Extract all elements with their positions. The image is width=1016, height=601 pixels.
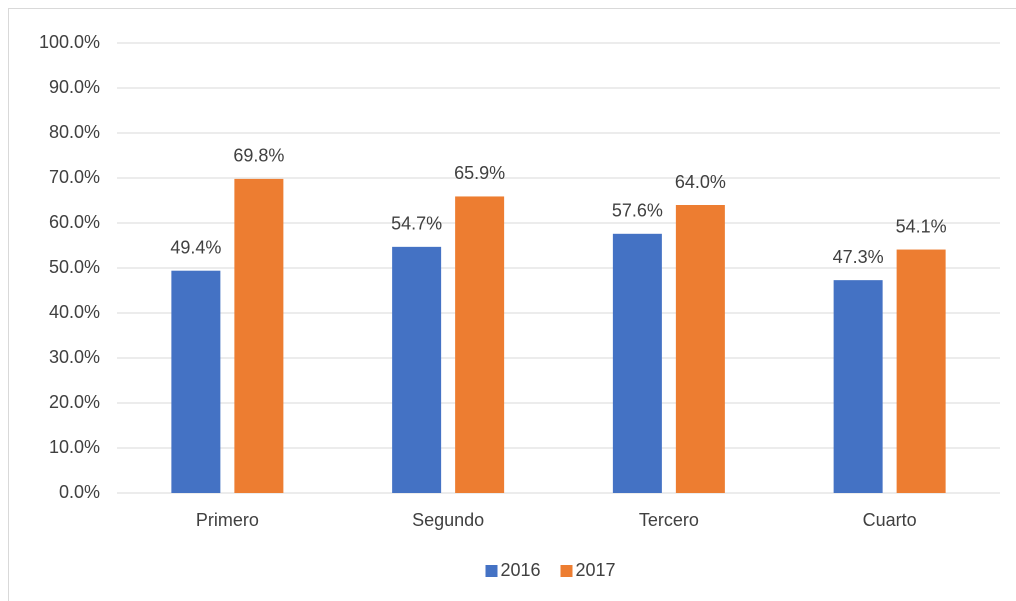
legend-swatch [485,565,498,577]
y-tick-label: 60.0% [49,212,100,232]
y-tick-label: 10.0% [49,437,100,457]
y-tick-label: 40.0% [49,302,100,322]
data-label: 54.7% [391,214,442,234]
bar [675,205,725,493]
data-label: 64.0% [675,172,726,192]
data-label: 69.8% [233,146,284,166]
legend-label: 2017 [576,560,616,580]
x-tick-label: Primero [196,510,259,530]
chart-border [8,8,1016,601]
bar [833,280,883,493]
x-tick-label: Cuarto [863,510,917,530]
data-label: 54.1% [896,216,947,236]
legend-swatch [560,565,573,577]
x-tick-label: Tercero [639,510,699,530]
data-label: 57.6% [612,201,663,221]
data-label: 49.4% [170,237,221,257]
y-tick-label: 50.0% [49,257,100,277]
y-tick-label: 0.0% [59,482,100,502]
bar [612,233,662,494]
x-tick-label: Segundo [412,510,484,530]
bar [392,246,442,493]
y-tick-label: 70.0% [49,167,100,187]
bar [171,270,221,493]
y-tick-label: 90.0% [49,77,100,97]
data-label: 47.3% [833,247,884,267]
y-tick-label: 20.0% [49,392,100,412]
bar [234,178,284,493]
y-tick-label: 80.0% [49,122,100,142]
y-tick-label: 100.0% [39,32,100,52]
y-tick-label: 30.0% [49,347,100,367]
legend-label: 2016 [501,560,541,580]
data-label: 65.9% [454,163,505,183]
bar [896,249,946,493]
bar [455,196,505,493]
